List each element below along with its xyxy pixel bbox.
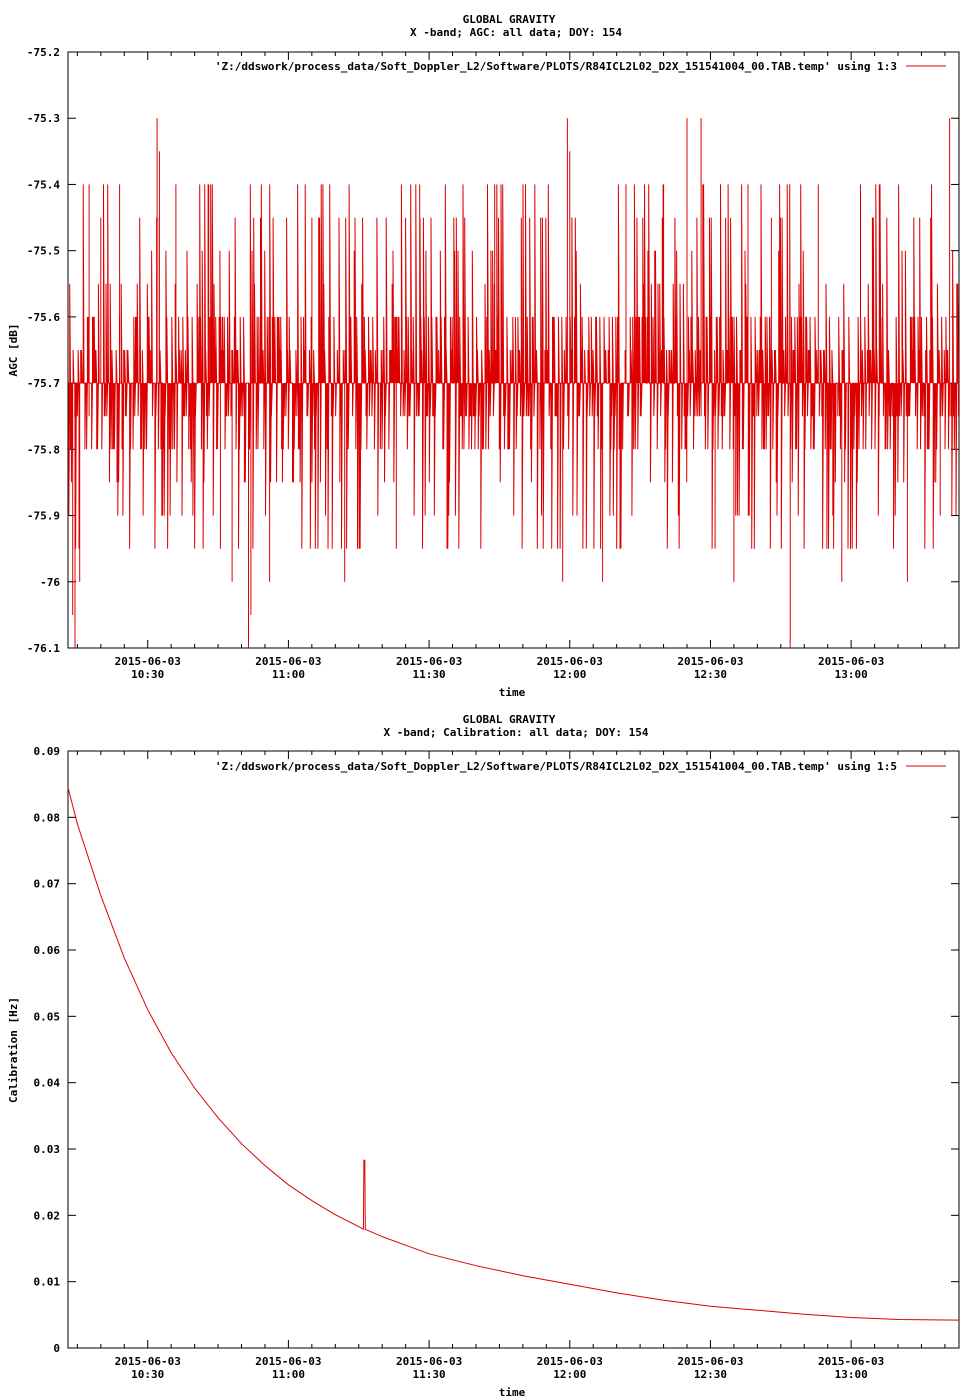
x-tick-date-label: 2015-06-03	[677, 1355, 743, 1368]
y-tick-label: 0.09	[34, 745, 61, 758]
y-tick-label: 0.04	[34, 1077, 61, 1090]
y-tick-label: -75.6	[27, 311, 60, 324]
x-tick-time-label: 11:00	[272, 1368, 305, 1381]
x-tick-date-label: 2015-06-03	[396, 1355, 462, 1368]
y-tick-label: 0.03	[34, 1143, 61, 1156]
x-tick-date-label: 2015-06-03	[537, 655, 603, 668]
x-tick-date-label: 2015-06-03	[537, 1355, 603, 1368]
chart-title: GLOBAL GRAVITY	[463, 13, 556, 26]
y-tick-label: -75.9	[27, 510, 60, 523]
y-tick-label: -76.1	[27, 642, 60, 655]
x-tick-time-label: 10:30	[131, 1368, 164, 1381]
y-axis-label: AGC [dB]	[7, 324, 20, 377]
chart-subtitle: X -band; AGC: all data; DOY: 154	[410, 26, 622, 39]
y-tick-label: 0.07	[34, 878, 61, 891]
y-tick-label: 0.02	[34, 1209, 61, 1222]
legend-label: 'Z:/ddswork/process_data/Soft_Doppler_L2…	[215, 760, 897, 773]
y-tick-label: 0.08	[34, 811, 61, 824]
legend: 'Z:/ddswork/process_data/Soft_Doppler_L2…	[215, 760, 946, 773]
y-tick-label: 0.05	[34, 1010, 61, 1023]
y-tick-label: -75.5	[27, 245, 60, 258]
plot-frame	[67, 750, 960, 1349]
y-tick-label: 0.06	[34, 944, 61, 957]
x-axis-label: time	[499, 686, 526, 699]
x-tick-time-label: 10:30	[131, 668, 164, 681]
x-tick-date-label: 2015-06-03	[255, 655, 321, 668]
x-tick-date-label: 2015-06-03	[115, 1355, 181, 1368]
x-tick-date-label: 2015-06-03	[818, 655, 884, 668]
y-tick-label: -75.8	[27, 443, 60, 456]
y-tick-label: -75.7	[27, 377, 60, 390]
series-calibration	[67, 787, 960, 1321]
chart-subtitle: X -band; Calibration: all data; DOY: 154	[384, 726, 649, 739]
x-tick-date-label: 2015-06-03	[115, 655, 181, 668]
series-agc	[68, 118, 959, 648]
x-tick-time-label: 13:00	[835, 1368, 868, 1381]
x-tick-time-label: 13:00	[835, 668, 868, 681]
y-tick-label: 0	[53, 1342, 60, 1355]
x-tick-time-label: 11:00	[272, 668, 305, 681]
y-tick-label: -75.4	[27, 178, 60, 191]
y-axis-ticks: -75.2 -75.3 -75.4 -75.5 -75.6 -75.7 -75.8 -75.9…	[27, 46, 959, 655]
x-axis-label: time	[499, 1386, 526, 1399]
legend: 'Z:/ddswork/process_data/Soft_Doppler_L2…	[215, 60, 946, 73]
series-line	[68, 118, 959, 648]
y-tick-label: -75.3	[27, 112, 60, 125]
x-tick-date-label: 2015-06-03	[255, 1355, 321, 1368]
y-tick-label: 0.01	[34, 1276, 61, 1289]
x-tick-date-label: 2015-06-03	[677, 655, 743, 668]
x-tick-time-label: 12:00	[553, 668, 586, 681]
chart-title: GLOBAL GRAVITY	[463, 713, 556, 726]
plot-frame	[67, 51, 960, 649]
x-tick-time-label: 11:30	[413, 1368, 446, 1381]
x-tick-time-label: 12:30	[694, 1368, 727, 1381]
y-tick-label: -76	[40, 576, 60, 589]
agc-chart: GLOBAL GRAVITY X -band; AGC: all data; D…	[7, 13, 960, 699]
x-tick-time-label: 12:30	[694, 668, 727, 681]
legend-label: 'Z:/ddswork/process_data/Soft_Doppler_L2…	[215, 60, 897, 73]
x-axis-ticks: 2015-06-0310:302015-06-0311:002015-06-03…	[76, 52, 946, 681]
x-tick-time-label: 12:00	[553, 1368, 586, 1381]
x-tick-date-label: 2015-06-03	[818, 1355, 884, 1368]
x-axis-ticks: 2015-06-0310:302015-06-0311:002015-06-03…	[76, 751, 946, 1381]
x-tick-time-label: 11:30	[413, 668, 446, 681]
y-axis-ticks: 0.09 0.08 0.07 0.06 0.05 0.04 0.03 0.02 0.01 0	[34, 745, 959, 1355]
x-tick-date-label: 2015-06-03	[396, 655, 462, 668]
y-axis-label: Calibration [Hz]	[7, 997, 20, 1103]
y-tick-label: -75.2	[27, 46, 60, 59]
series-line	[67, 787, 960, 1321]
calibration-chart: GLOBAL GRAVITY X -band; Calibration: all…	[7, 713, 960, 1399]
